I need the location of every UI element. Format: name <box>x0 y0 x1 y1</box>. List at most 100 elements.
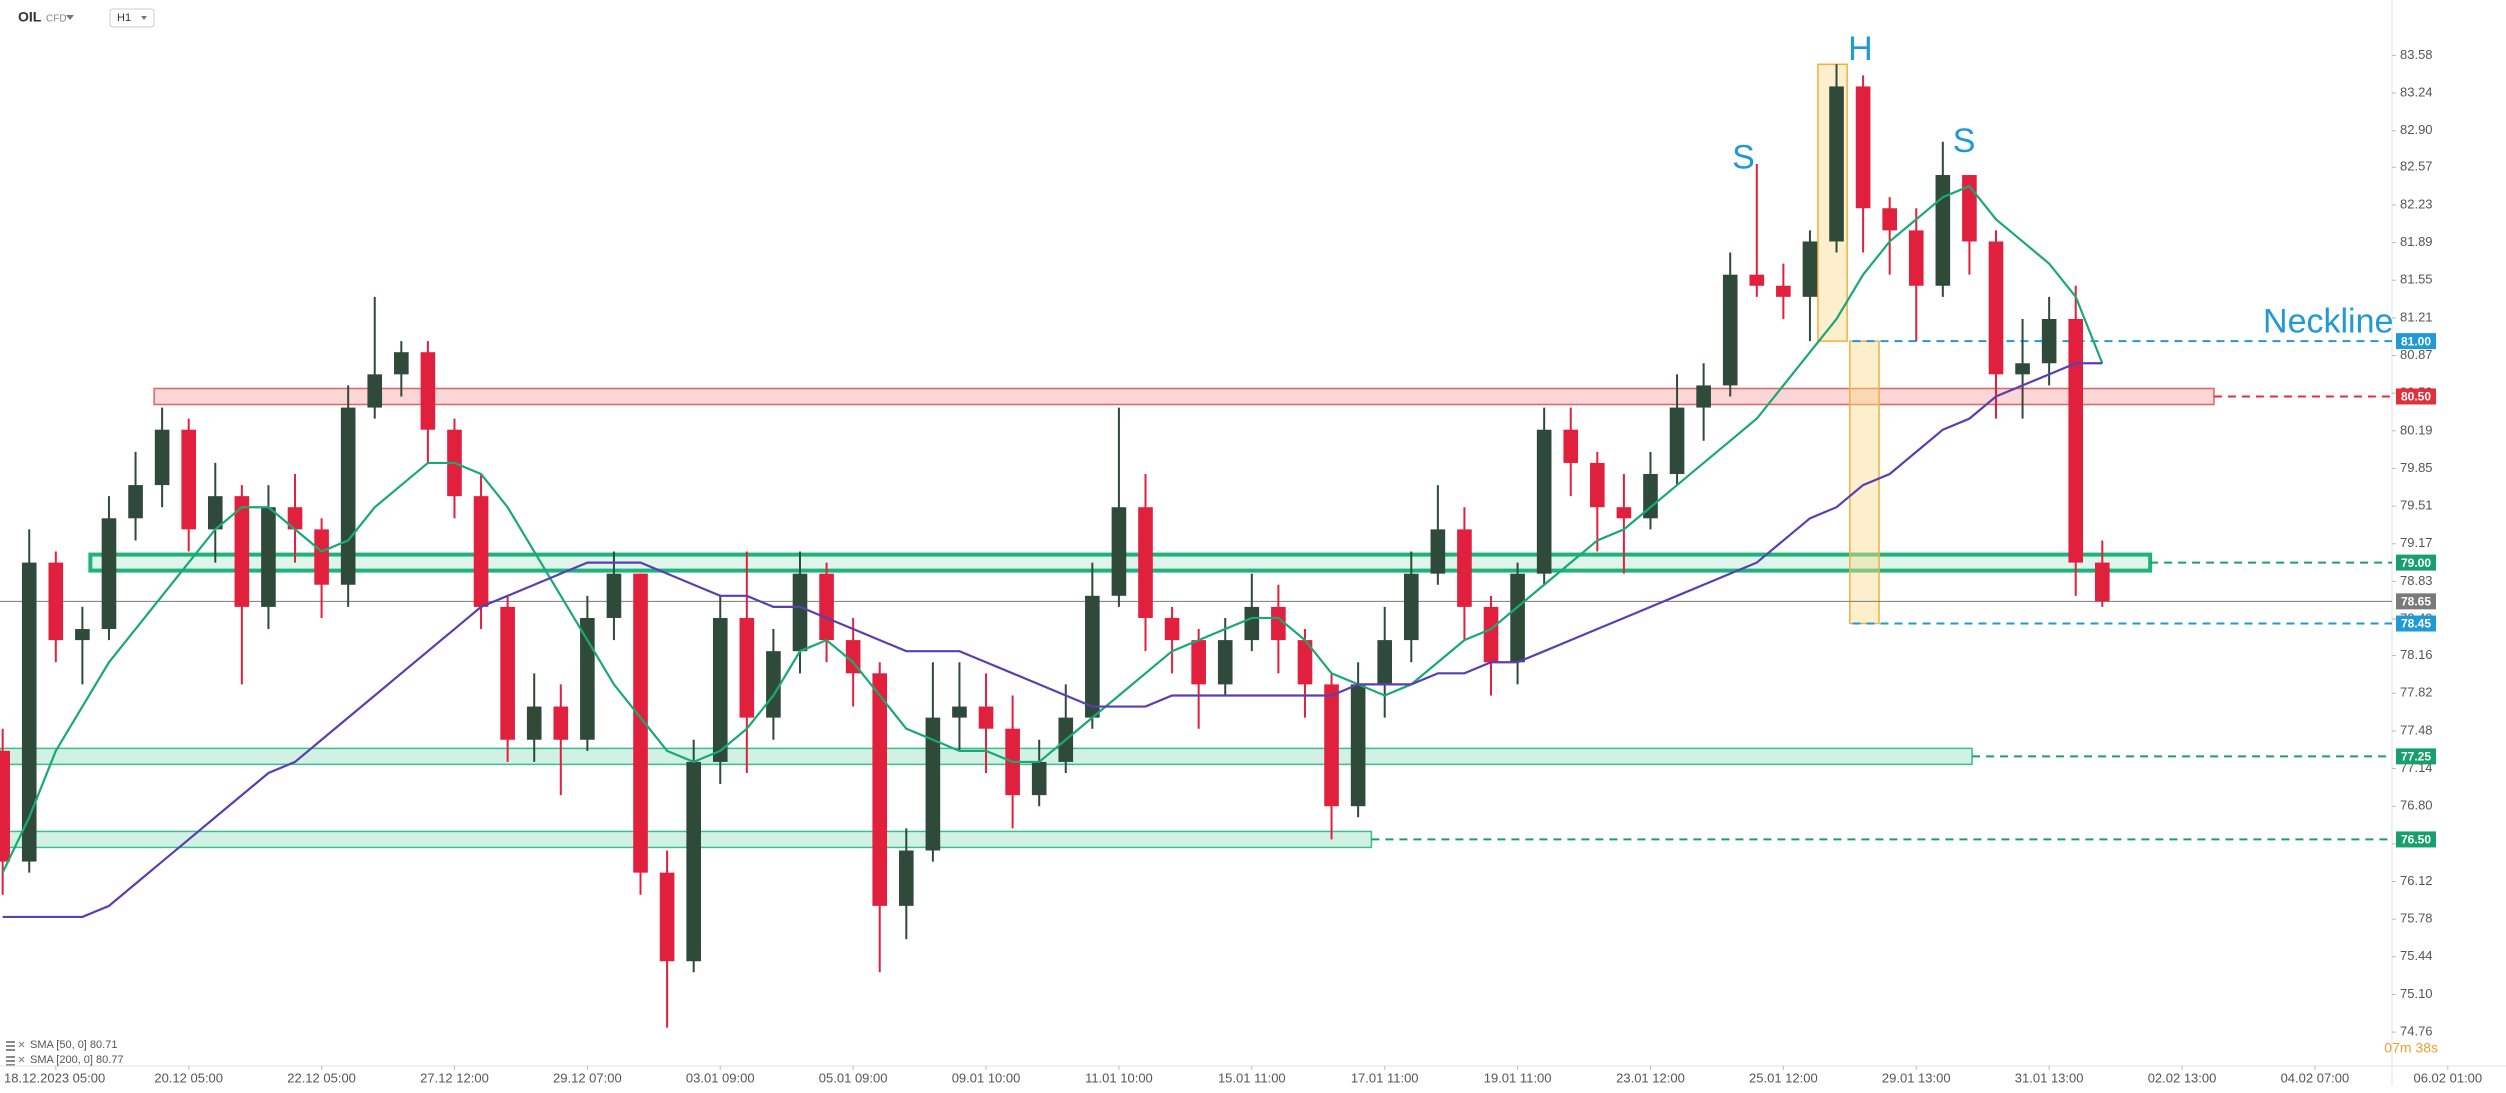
x-tick-label: 05.01 09:00 <box>819 1070 888 1085</box>
x-tick-label: 15.01 11:00 <box>1218 1070 1286 1085</box>
candle-body <box>128 485 143 519</box>
candles <box>0 64 2110 1028</box>
level-label: 77.25 <box>2401 750 2431 764</box>
candle-body <box>2041 318 2057 364</box>
candle-body <box>872 673 888 906</box>
y-tick-label: 82.23 <box>2400 196 2433 211</box>
x-tick-label: 19.01 11:00 <box>1484 1070 1552 1085</box>
candle-body <box>1643 474 1658 519</box>
candle-body <box>1855 86 1871 209</box>
level-tag <box>2396 333 2436 350</box>
candle-body <box>394 352 409 375</box>
candle-body <box>712 617 728 762</box>
levels: 81.00 80.50 79.00 78.45 77.25 76.50 78.65 <box>0 333 2436 848</box>
symbol-dropdown[interactable] <box>66 15 74 20</box>
candle-body <box>154 429 170 486</box>
candle-body <box>1776 285 1791 297</box>
candle-body <box>1377 640 1393 685</box>
annotation: S <box>1953 122 1976 160</box>
candle-body <box>1988 241 2004 375</box>
sma-line <box>1 184 2104 874</box>
sma-line <box>2 362 2103 919</box>
candle-body <box>952 706 967 718</box>
level-tag <box>2396 748 2436 765</box>
candle-body <box>1324 684 1339 807</box>
level-label: 81.00 <box>2401 334 2431 348</box>
candle-body <box>1111 507 1127 596</box>
x-tick-label: 27.12 12:00 <box>420 1070 489 1085</box>
y-tick-label: 74.76 <box>2400 1024 2433 1039</box>
x-tick-label: 09.01 10:00 <box>952 1070 1021 1085</box>
x-tick-label: 31.01 13:00 <box>2015 1070 2084 1085</box>
y-tick-label: 77.48 <box>2400 722 2433 737</box>
candle-body <box>1457 529 1472 607</box>
candle-body <box>181 429 197 530</box>
candle-body <box>1722 274 1738 386</box>
candle-body <box>207 496 223 530</box>
legend-close-icon <box>18 1041 25 1048</box>
annotation: S <box>1732 139 1755 177</box>
moving-averages: SMA [50, 0] 80.71 SMA [200, 0] 80.77 <box>1 184 2104 1066</box>
candle-body <box>234 496 250 607</box>
candle-body <box>659 872 675 962</box>
annotation: Neckline <box>2263 302 2393 340</box>
candle-body <box>1271 606 1286 641</box>
x-tick-label: 29.01 13:00 <box>1882 1070 1951 1085</box>
y-tick-label: 76.80 <box>2400 798 2433 813</box>
candle-body <box>1882 208 1897 231</box>
candle-body <box>0 750 10 862</box>
instrument-type[interactable]: CFD <box>46 14 67 25</box>
x-tick-label: 22.12 05:00 <box>287 1070 356 1085</box>
candle-body <box>1138 507 1153 618</box>
x-tick-label: 25.01 12:00 <box>1749 1070 1818 1085</box>
candle-body <box>1563 429 1579 463</box>
legend-icons <box>6 1041 15 1066</box>
candle-body <box>1510 573 1525 663</box>
x-tick-label: 11.01 10:00 <box>1085 1070 1153 1085</box>
y-tick-label: 77.82 <box>2400 685 2433 700</box>
candle-body <box>766 651 781 718</box>
candle-body <box>633 573 648 873</box>
interval-box[interactable] <box>109 8 155 28</box>
y-tick-label: 82.90 <box>2400 122 2433 137</box>
candle-body <box>287 507 303 530</box>
candle-body <box>1483 606 1499 663</box>
zone <box>153 387 2215 406</box>
y-tick-label: 81.89 <box>2400 234 2433 249</box>
legend-entry: SMA [50, 0] 80.71 <box>30 1039 117 1051</box>
candle-body <box>1085 595 1100 718</box>
candle-body <box>75 629 90 641</box>
candle-body <box>1616 507 1632 519</box>
candle-body <box>473 496 489 607</box>
candle-body <box>420 352 436 430</box>
candle-body <box>367 374 383 408</box>
zone <box>0 830 1373 849</box>
level-tag <box>2396 615 2436 632</box>
candle-body <box>1590 462 1605 508</box>
y-tick-label: 81.21 <box>2400 309 2433 324</box>
y-tick-label: 80.19 <box>2400 422 2433 437</box>
candle-body <box>1908 230 1924 286</box>
level-tag <box>2396 831 2436 848</box>
y-tick-label: 78.83 <box>2400 573 2433 588</box>
x-tick-label: 02.02 13:00 <box>2148 1070 2217 1085</box>
candle-body <box>1244 606 1260 641</box>
candle-body <box>580 617 595 740</box>
symbol[interactable]: OIL <box>18 9 42 25</box>
candle-body <box>606 573 622 618</box>
candle-body <box>1935 175 1951 286</box>
candle-body <box>1696 385 1711 408</box>
interval[interactable]: H1 <box>117 12 131 24</box>
candle-body <box>1749 274 1765 286</box>
candle-body <box>845 640 861 674</box>
y-tick-label: 80.87 <box>2400 347 2433 362</box>
y-tick-label: 83.58 <box>2400 47 2433 62</box>
level-tag <box>2396 388 2436 405</box>
legend-close-icon <box>18 1056 25 1063</box>
y-tick-label: 81.55 <box>2400 272 2433 287</box>
candle-body <box>1403 573 1419 641</box>
level-label: 80.50 <box>2401 390 2431 404</box>
